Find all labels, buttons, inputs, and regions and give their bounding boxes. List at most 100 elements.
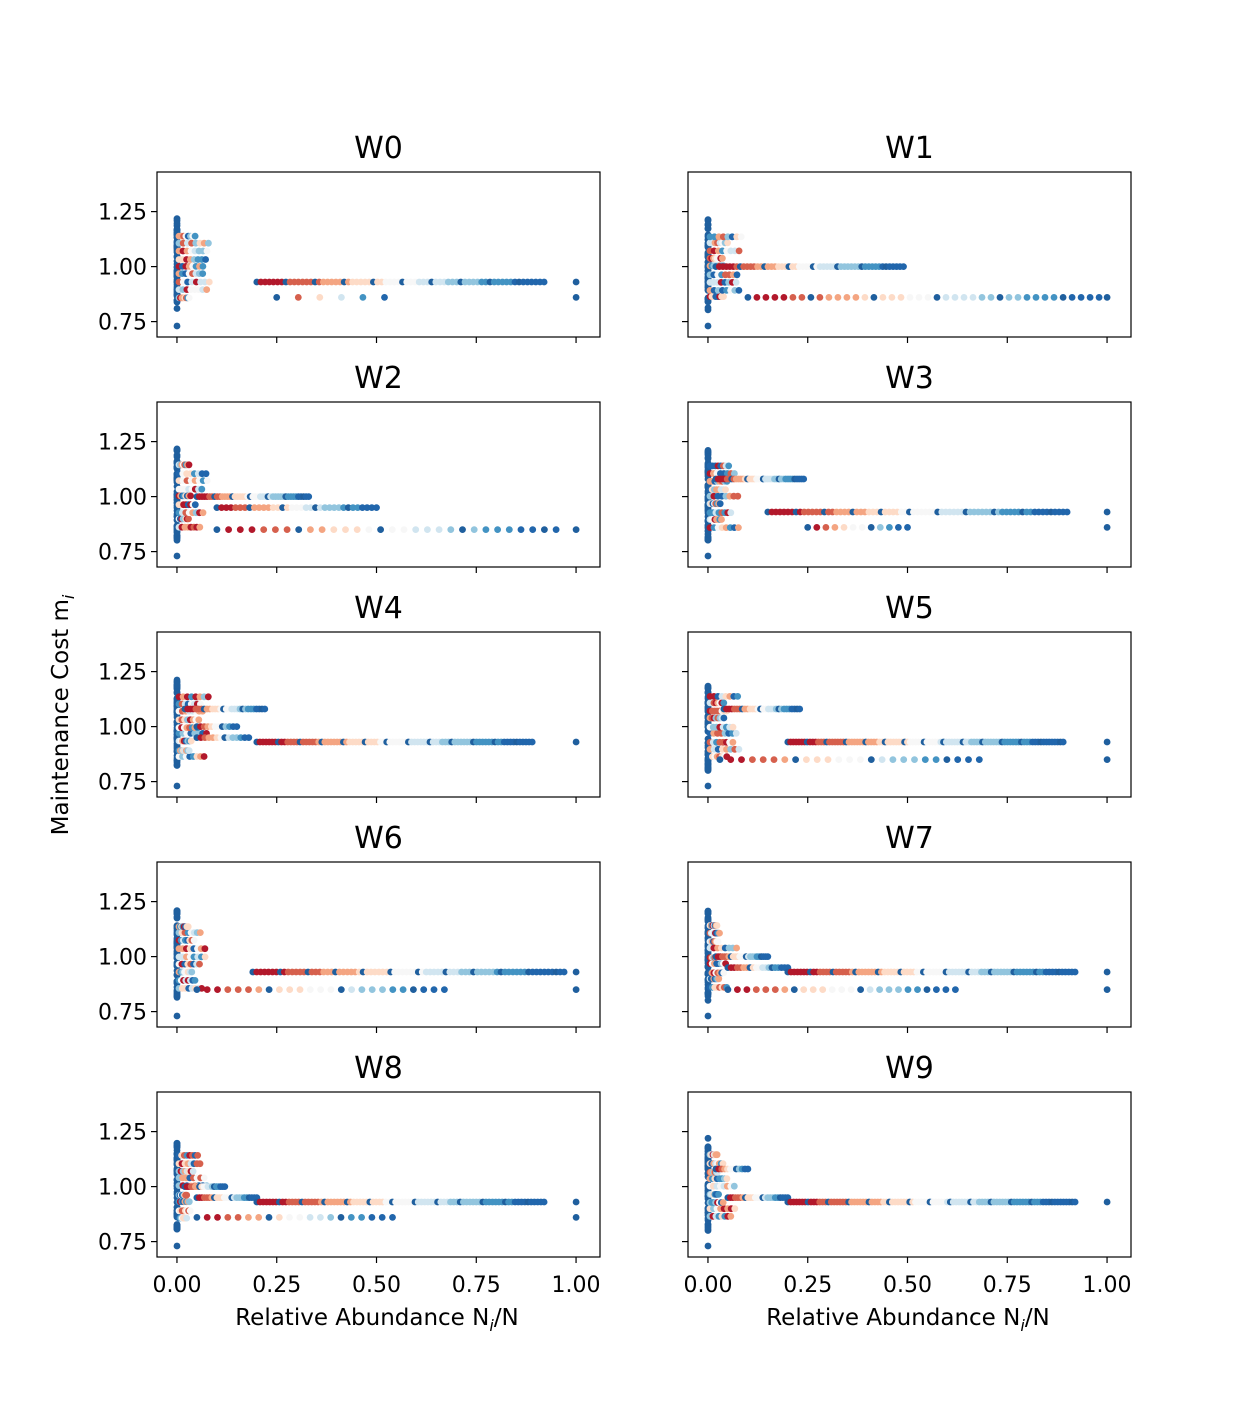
data-point (879, 294, 887, 301)
data-point (377, 526, 384, 533)
panel-w2: W2 0.75 1.00 1.25 (98, 361, 601, 573)
y-axis-label-subscript: i (59, 594, 78, 599)
data-point (732, 729, 740, 737)
panel-title: W5 (885, 591, 934, 626)
data-point (737, 233, 745, 241)
data-point (173, 907, 181, 915)
data-point (719, 254, 726, 262)
data-point (825, 294, 833, 301)
data-point (359, 504, 366, 511)
plot-frame (156, 401, 601, 568)
data-point (317, 1214, 324, 1221)
y-tick-label: 1.25 (98, 201, 147, 226)
data-point (572, 1214, 580, 1221)
x-tick-label: 0.50 (883, 1273, 932, 1298)
data-point (1095, 294, 1103, 301)
data-point (196, 929, 204, 936)
data-point (1059, 738, 1067, 746)
data-point (704, 684, 712, 692)
data-point (245, 1214, 252, 1221)
data-point (781, 986, 789, 993)
x-axis-label-tail: /N (494, 1305, 519, 1331)
data-point (517, 526, 525, 533)
data-point (214, 986, 221, 993)
data-point (954, 756, 962, 763)
data-point (735, 247, 743, 255)
data-point (729, 738, 737, 746)
data-point (540, 278, 548, 286)
data-point (762, 986, 770, 993)
data-point (714, 938, 722, 945)
data-point (828, 986, 836, 993)
plot-frame (156, 1091, 601, 1258)
x-tick-label: 1.00 (1083, 1273, 1132, 1298)
data-point (540, 1198, 548, 1206)
data-point (831, 524, 839, 531)
data-point (704, 1225, 712, 1233)
data-point (447, 526, 455, 533)
data-point (792, 756, 799, 763)
y-tick-label: 0.75 (98, 311, 147, 336)
scatter-points (704, 216, 1111, 330)
y-tick-label: 1.00 (98, 946, 147, 971)
data-point (305, 493, 313, 500)
y-tick-label: 1.00 (98, 716, 147, 741)
data-point (1050, 294, 1058, 301)
data-point (1077, 294, 1085, 301)
data-point (713, 922, 721, 929)
data-point (900, 263, 907, 270)
data-point (715, 975, 723, 983)
data-point (173, 1242, 181, 1250)
panel-title: W0 (354, 131, 403, 166)
data-point (723, 1175, 731, 1183)
data-point (924, 294, 932, 301)
panel-grid: W0 0.75 1.00 1.25 W1 W2 0.75 1.00 1.25 W3 W4 0.75 1.… (98, 131, 1132, 1298)
data-point (734, 492, 742, 500)
data-point (358, 986, 366, 993)
data-point (327, 1214, 335, 1221)
data-point (276, 986, 283, 993)
data-point (846, 756, 853, 763)
data-point (704, 304, 712, 312)
data-point (704, 908, 712, 916)
data-point (173, 782, 181, 790)
data-point (720, 293, 727, 300)
data-point (353, 526, 361, 533)
data-point (410, 986, 417, 993)
x-tick-label: 0.25 (252, 1273, 301, 1298)
data-point (306, 986, 314, 993)
data-point (261, 705, 269, 713)
data-point (317, 986, 324, 993)
x-tick-label: 0.00 (152, 1273, 201, 1298)
data-point (470, 526, 478, 533)
data-point (221, 1183, 229, 1190)
data-point (296, 1214, 304, 1221)
data-point (335, 504, 343, 511)
data-point (798, 294, 806, 301)
data-point (173, 305, 181, 312)
data-point (753, 294, 761, 301)
panel-w7: W7 (682, 821, 1132, 1033)
plot-frame (687, 861, 1132, 1028)
data-point (236, 504, 244, 511)
data-point (886, 524, 893, 531)
data-point (813, 524, 821, 531)
y-tick-label: 1.00 (98, 256, 147, 281)
data-point (381, 294, 388, 301)
data-point (191, 977, 199, 984)
data-point (716, 929, 723, 937)
data-point (288, 504, 296, 511)
panel-w1: W1 (682, 131, 1132, 343)
data-point (203, 986, 211, 993)
data-point (904, 524, 911, 531)
data-point (312, 504, 319, 511)
data-point (529, 526, 537, 533)
data-point (412, 526, 420, 533)
scatter-points (704, 907, 1111, 1020)
panel-title: W6 (354, 821, 403, 856)
data-point (265, 504, 272, 511)
y-axis-label-text: Maintenance Cost m (48, 599, 74, 835)
x-axis-label-left: Relative Abundance Ni/N (235, 1305, 519, 1335)
data-point (298, 504, 305, 511)
data-point (759, 756, 767, 763)
